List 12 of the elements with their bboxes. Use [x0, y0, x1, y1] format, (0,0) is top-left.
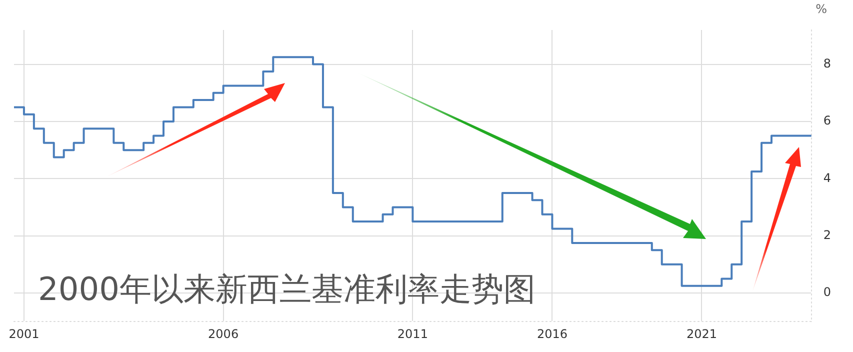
y-tick-label: 0: [823, 285, 832, 300]
y-axis-title: %: [816, 2, 828, 16]
x-tick-label: 2001: [8, 326, 40, 341]
text: 2000年以来新西兰基准利率走势图: [38, 269, 536, 310]
x-tick-label: 2006: [208, 326, 239, 341]
y-tick-label: 4: [823, 170, 832, 185]
y-tick-label: 8: [823, 56, 832, 70]
y-tick-label: 2: [823, 228, 832, 242]
x-tick-label: 2021: [686, 326, 717, 341]
x-tick-label: 2016: [536, 326, 568, 341]
x-tick-label: 2011: [397, 326, 428, 341]
y-tick-label: 6: [823, 114, 832, 128]
